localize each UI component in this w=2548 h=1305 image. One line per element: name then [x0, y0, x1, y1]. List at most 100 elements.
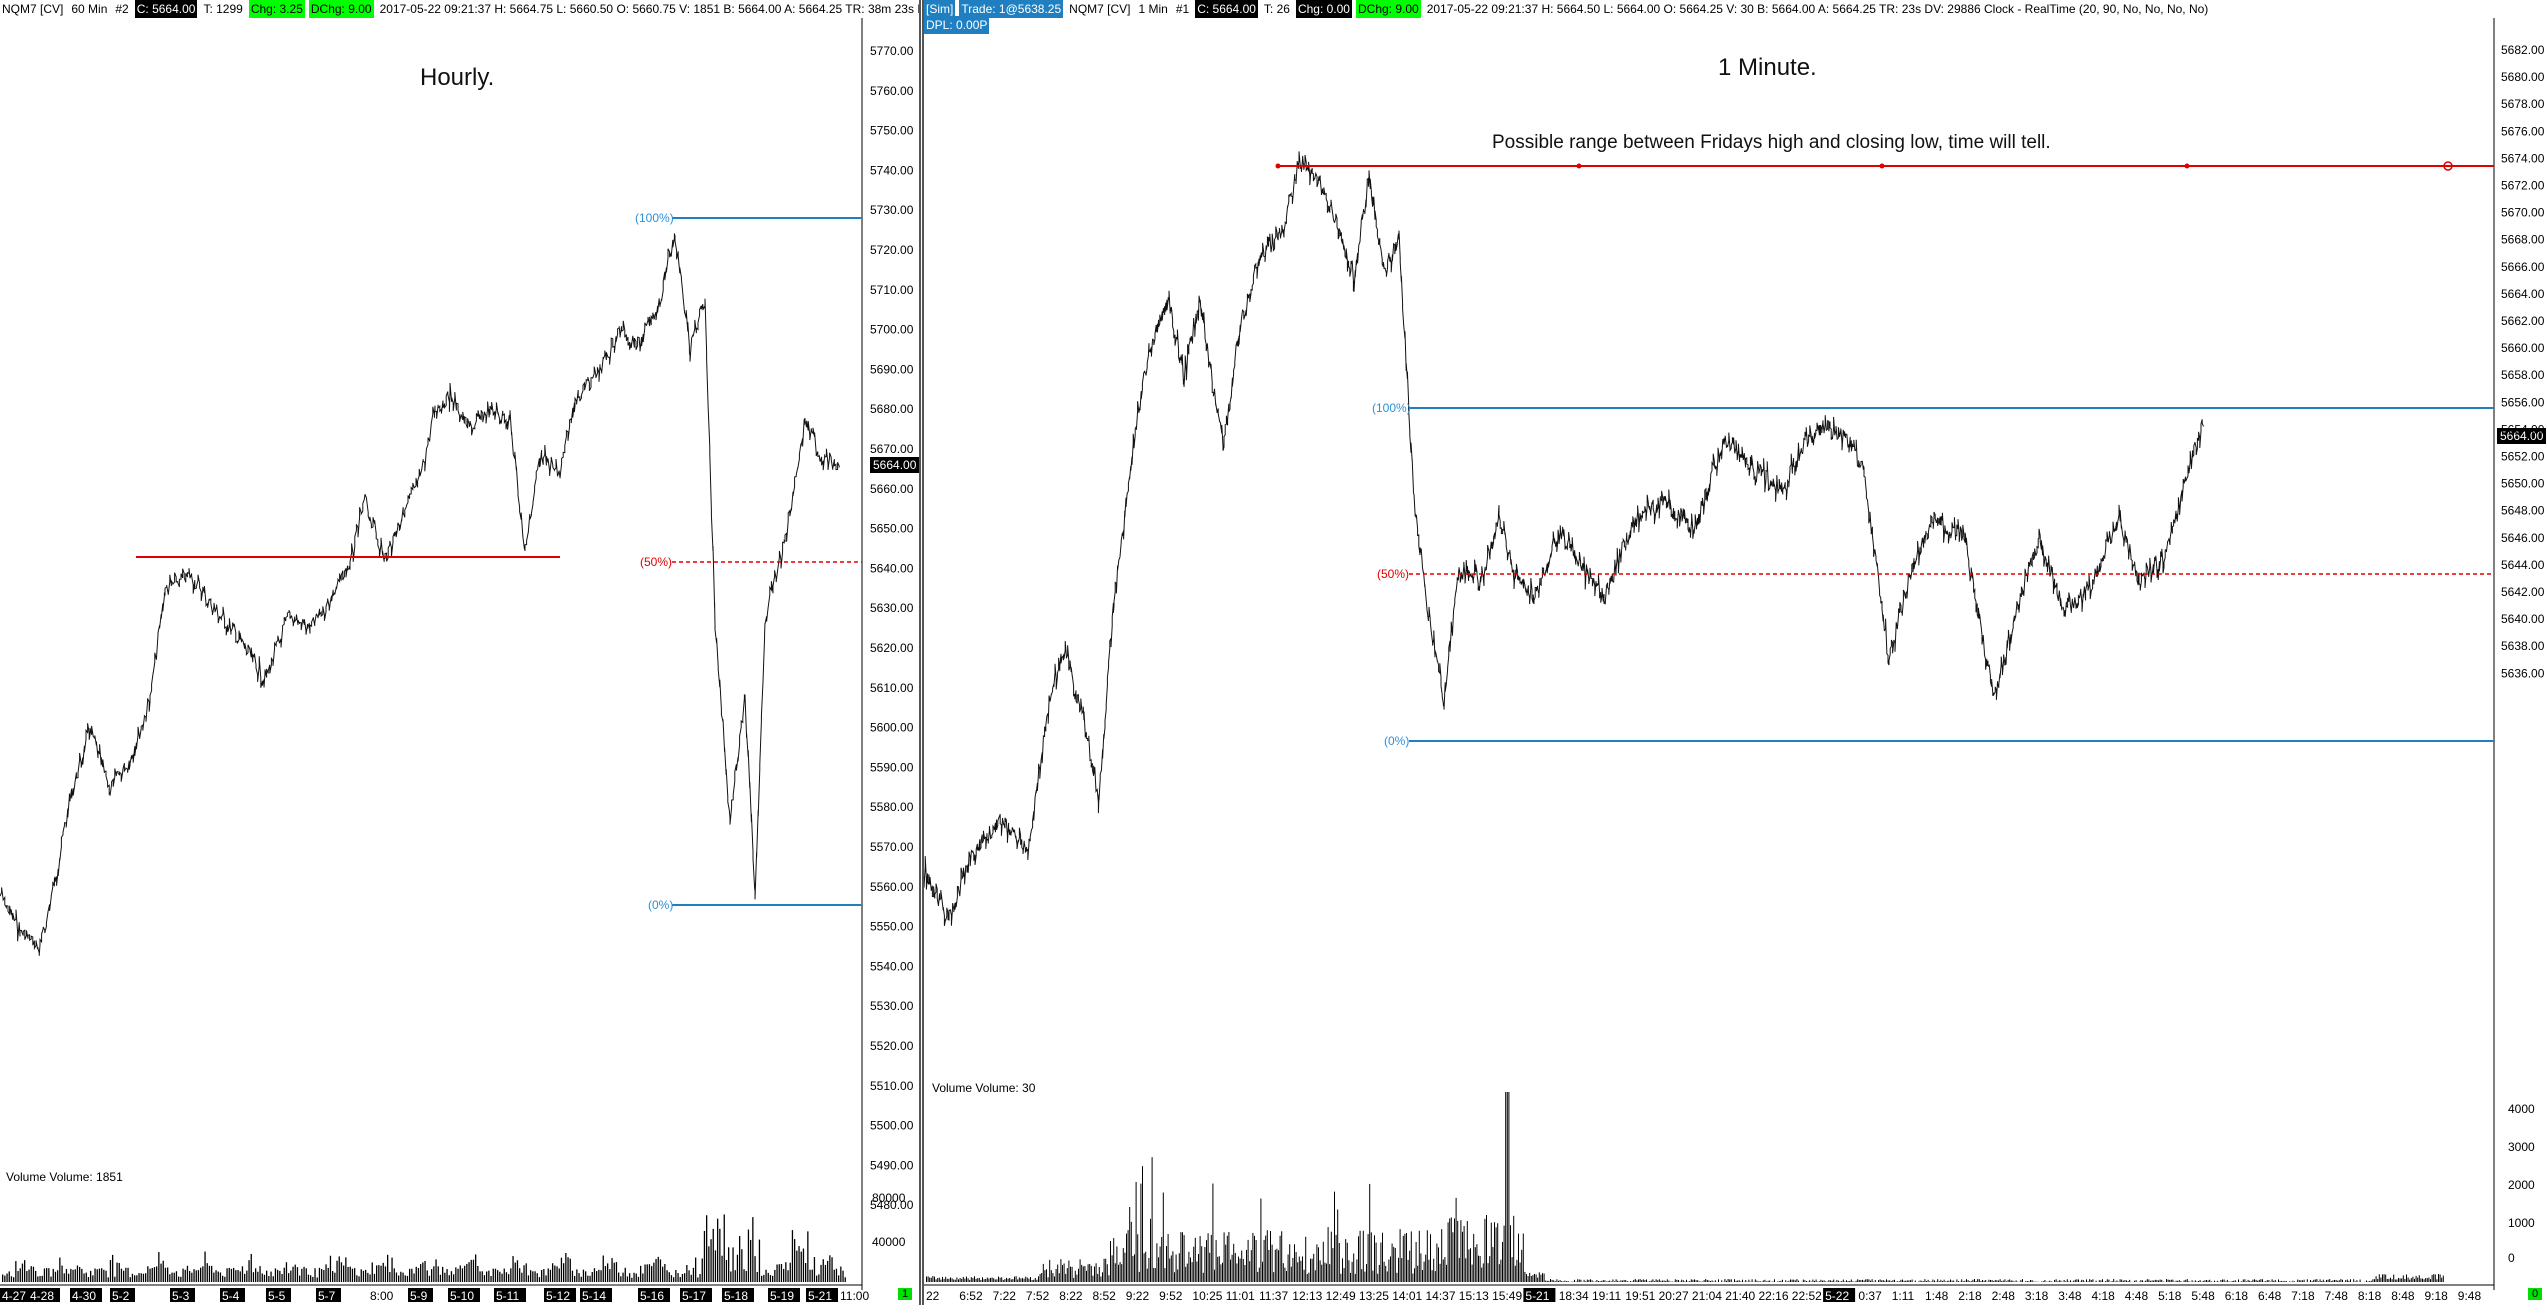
- right-volume-bar: [1174, 1272, 1175, 1282]
- right-volume-bar: [2425, 1277, 2427, 1282]
- right-volume-bar: [1868, 1279, 1870, 1282]
- right-volume-bar: [2116, 1280, 2118, 1282]
- right-volume-bar: [1204, 1247, 1206, 1282]
- left-volume-bar: [653, 1262, 655, 1282]
- right-volume-bar: [1481, 1267, 1483, 1282]
- left-chart-title: Hourly.: [420, 64, 495, 91]
- left-time-tick-label: 5-2: [112, 1289, 130, 1303]
- left-volume-bar: [809, 1269, 811, 1282]
- left-volume-bar: [371, 1262, 373, 1282]
- right-stats: 2017-05-22 09:21:37 H: 5664.50 L: 5664.0…: [1426, 2, 2209, 16]
- right-volume-bar: [1263, 1239, 1265, 1282]
- right-volume-bar: [1473, 1233, 1475, 1282]
- right-volume-bar: [1476, 1244, 1478, 1282]
- left-volume-bar: [316, 1277, 318, 1282]
- left-volume-bar: [538, 1277, 541, 1282]
- right-volume-bar: [1994, 1280, 1996, 1282]
- right-volume-bar: [2004, 1279, 2006, 1282]
- right-volume-bar: [1172, 1251, 1174, 1282]
- left-volume-bar: [842, 1270, 844, 1282]
- right-volume-bar: [1049, 1259, 1051, 1282]
- right-time-tick-label: 9:22: [1126, 1289, 1150, 1303]
- minute-chart-canvas[interactable]: 5682.00 5680.00 5678.00 5676.00 5674.00 5672.…: [924, 0, 2548, 1305]
- left-volume-bar: [657, 1256, 659, 1282]
- right-volume-bar: [1620, 1280, 1622, 1282]
- right-volume-bar: [996, 1279, 998, 1282]
- right-volume-bar: [1138, 1271, 1140, 1282]
- right-volume-bar: [1689, 1281, 1691, 1282]
- right-volume-bar: [1617, 1280, 1619, 1282]
- right-volume-bar: [1508, 1092, 1510, 1282]
- left-volume-bar: [30, 1266, 32, 1282]
- left-volume-bar: [736, 1254, 739, 1282]
- left-volume-bar: [756, 1271, 758, 1282]
- left-volume-bar: [728, 1247, 730, 1282]
- right-volume-bar: [1596, 1280, 1598, 1282]
- right-volume-bar: [2438, 1274, 2439, 1282]
- right-volume-bar: [1329, 1264, 1331, 1282]
- left-trades: T: 1299: [203, 2, 243, 16]
- right-volume-bar: [1786, 1281, 1788, 1282]
- left-volume-bar: [345, 1257, 347, 1282]
- left-date-highlight: [28, 1288, 60, 1302]
- left-volume-bar: [169, 1274, 171, 1282]
- left-volume-bar: [708, 1246, 710, 1282]
- right-volume-bar: [1257, 1271, 1259, 1282]
- right-volume-bar: [1601, 1280, 1603, 1282]
- right-volume-bar: [1676, 1279, 1678, 1282]
- right-volume-bar: [2393, 1274, 2395, 1282]
- right-volume-bar: [1492, 1246, 1494, 1282]
- right-volume-bar: [2154, 1279, 2156, 1282]
- left-volume-bar: [28, 1269, 30, 1282]
- minute-chart-pane[interactable]: [Sim] Trade: 1@5638.25 NQM7 [CV] 1 Min #…: [924, 0, 2548, 1305]
- left-volume-bar: [6, 1273, 8, 1282]
- right-volume-bar: [1082, 1266, 1084, 1282]
- right-volume-bar: [2159, 1279, 2161, 1282]
- left-volume-bar: [774, 1269, 776, 1282]
- right-volume-bar: [1902, 1279, 1903, 1282]
- left-volume-bar: [750, 1239, 752, 1282]
- left-volume-bar: [767, 1272, 769, 1282]
- left-volume-bar: [604, 1266, 607, 1282]
- right-volume-bar: [1377, 1273, 1379, 1282]
- hourly-chart-canvas[interactable]: 5770.00 5760.00 5750.00 5740.00 5730.00 5720.…: [0, 0, 921, 1305]
- right-volume-bar: [1303, 1269, 1305, 1282]
- right-volume-bar: [2234, 1280, 2236, 1282]
- left-volume-bar: [560, 1257, 563, 1282]
- hourly-chart-pane[interactable]: NQM7 [CV] 60 Min #2 C: 5664.00 T: 1299 C…: [0, 0, 921, 1305]
- left-volume-bar: [180, 1276, 182, 1282]
- right-volume-bar: [1436, 1243, 1438, 1282]
- right-volume-bar: [1956, 1279, 1958, 1282]
- right-dpl-row: DPL: 0.00P: [924, 16, 990, 34]
- right-volume-bar: [2220, 1280, 2222, 1282]
- right-volume-bar: [2175, 1280, 2177, 1282]
- left-price-tick-label: 5620.00: [870, 641, 914, 655]
- right-time-tick-label: 2:18: [1958, 1289, 1982, 1303]
- left-volume-bar: [17, 1271, 19, 1282]
- left-volume-bar: [68, 1273, 70, 1282]
- left-volume-bar: [268, 1276, 270, 1282]
- left-volume-bar: [255, 1268, 257, 1282]
- right-volume-bar: [993, 1278, 995, 1282]
- right-chart-header: [Sim] Trade: 1@5638.25 NQM7 [CV] 1 Min #…: [924, 0, 2210, 18]
- right-volume-bar: [1156, 1243, 1158, 1282]
- right-volume-bar: [1244, 1265, 1246, 1282]
- right-volume-bar: [1066, 1268, 1068, 1282]
- right-volume-bar: [1313, 1253, 1315, 1282]
- right-volume-bar: [1092, 1275, 1094, 1282]
- right-volume-bar: [1884, 1280, 1886, 1282]
- left-volume-bar: [732, 1247, 734, 1282]
- right-volume-bar: [2151, 1280, 2153, 1282]
- pane-divider[interactable]: [919, 0, 924, 1305]
- right-volume-bar: [1818, 1281, 1820, 1282]
- right-volume-bar: [1495, 1227, 1497, 1282]
- left-volume-bar: [411, 1268, 413, 1282]
- right-volume-bar: [1874, 1280, 1876, 1282]
- right-volume-bar: [2074, 1279, 2076, 1282]
- right-time-tick-label: 18:34: [1559, 1289, 1589, 1303]
- right-volume-bar: [2367, 1281, 2369, 1282]
- right-volume-bar: [1460, 1220, 1462, 1282]
- right-volume-bar: [1706, 1279, 1708, 1282]
- right-volume-bar: [1234, 1252, 1236, 1282]
- right-time-tick-label: 0:37: [1858, 1289, 1882, 1303]
